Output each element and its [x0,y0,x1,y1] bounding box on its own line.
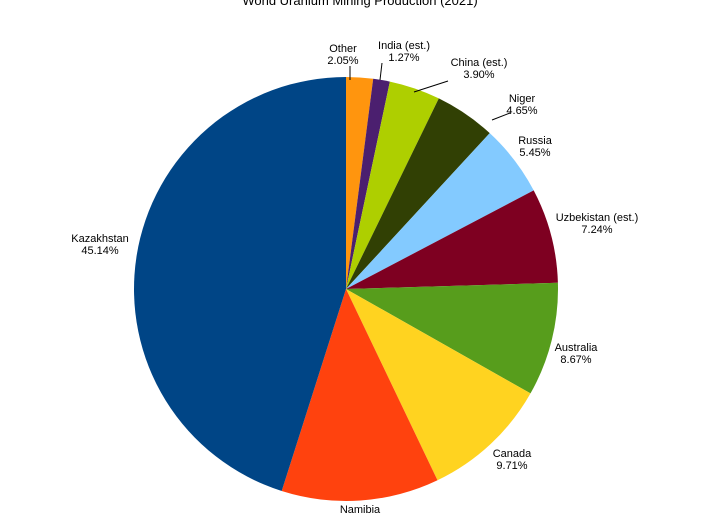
slice-value-canada: 9.71% [496,460,527,472]
slice-label-russia: Russia [518,135,553,147]
slice-label-niger: Niger [509,93,536,105]
slice-label-uzbekistan-est: Uzbekistan (est.) [556,212,639,224]
slice-value-other: 2.05% [327,55,358,67]
slice-label-china-est: China (est.) [451,57,508,69]
pie-slice-australia [346,282,559,394]
slice-label-namibia: Namibia [340,504,381,514]
pie-slices [134,77,559,502]
leader-lines [349,62,511,121]
slice-label-kazakhstan: Kazakhstan [71,233,128,245]
chart-title: World Uranium Mining Production (2021) [242,0,477,8]
slice-value-china-est: 3.90% [463,69,494,81]
pie-slice-niger [346,98,490,290]
pie-slice-russia [346,133,534,289]
leader-line-india-est [379,62,383,81]
slice-value-niger: 4.65% [506,105,537,117]
pie-slice-canada [346,289,531,481]
slice-value-australia: 8.67% [560,354,591,366]
leader-line-china-est [413,80,449,93]
pie-slice-china-est [346,81,439,289]
slice-label-other: Other [329,43,357,55]
slice-value-russia: 5.45% [519,147,550,159]
slice-label-canada: Canada [493,448,532,460]
slice-value-india-est: 1.27% [388,52,419,64]
pie-slice-namibia [281,289,438,502]
slice-label-india-est: India (est.) [378,40,430,52]
pie-slice-other [346,77,374,289]
pie-slice-kazakhstan [134,77,346,492]
slice-label-australia: Australia [555,342,599,354]
pie-slice-uzbekistan-est [346,190,558,289]
slice-value-uzbekistan-est: 7.24% [581,224,612,236]
leader-line-niger [491,112,511,121]
slice-value-kazakhstan: 45.14% [81,245,119,257]
pie-slice-india-est [346,78,390,289]
